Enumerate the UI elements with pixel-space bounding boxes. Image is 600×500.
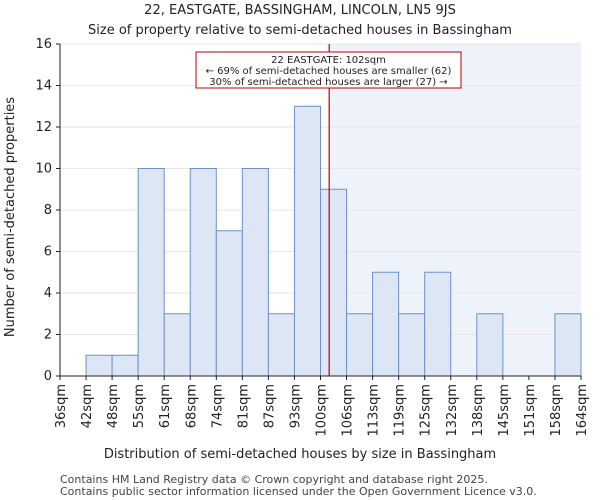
annotation-line-1: 22 EASTGATE: 102sqm bbox=[271, 55, 386, 66]
annotation-line-3: 30% of semi-detached houses are larger (… bbox=[209, 77, 447, 88]
x-tick-label-4: 61sqm bbox=[158, 384, 173, 428]
x-tick-label-15: 132sqm bbox=[445, 384, 460, 437]
y-tick-label-1: 2 bbox=[44, 328, 52, 343]
y-axis-label: Number of semi-detached properties bbox=[3, 97, 18, 337]
x-tick-label-12: 113sqm bbox=[367, 384, 382, 437]
x-tick-label-17: 145sqm bbox=[497, 384, 512, 437]
x-axis-label: Distribution of semi-detached houses by … bbox=[104, 447, 496, 462]
bar-3 bbox=[137, 168, 165, 377]
chart-subtitle: Size of property relative to semi-detach… bbox=[88, 23, 512, 38]
x-tick-label-3: 55sqm bbox=[132, 384, 147, 428]
y-tick-label-7: 14 bbox=[35, 79, 52, 94]
footer-line-1: Contains HM Land Registry data © Crown c… bbox=[60, 473, 488, 486]
x-tick-label-18: 151sqm bbox=[523, 384, 538, 437]
x-tick-label-16: 138sqm bbox=[471, 384, 486, 437]
x-tick-label-19: 158sqm bbox=[549, 384, 564, 437]
bar-6 bbox=[215, 230, 243, 377]
y-tick-label-2: 4 bbox=[44, 286, 52, 301]
bar-19 bbox=[554, 313, 582, 377]
bar-10 bbox=[320, 188, 348, 377]
bar-14 bbox=[424, 271, 452, 377]
y-tick-label-6: 12 bbox=[35, 120, 52, 135]
bar-1 bbox=[85, 354, 113, 377]
bar-13 bbox=[398, 313, 426, 377]
bar-9 bbox=[293, 105, 322, 377]
bar-11 bbox=[346, 313, 374, 377]
x-tick-label-6: 74sqm bbox=[210, 384, 225, 428]
y-tick-label-3: 6 bbox=[44, 245, 52, 260]
x-tick-label-7: 81sqm bbox=[236, 384, 251, 428]
bar-2 bbox=[111, 354, 139, 377]
x-tick-label-13: 119sqm bbox=[393, 384, 408, 437]
y-tick-label-4: 8 bbox=[44, 203, 52, 218]
x-tick-label-5: 68sqm bbox=[184, 384, 199, 428]
y-tick-label-5: 10 bbox=[35, 162, 52, 177]
bar-7 bbox=[241, 168, 269, 377]
annotation-line-2: ← 69% of semi-detached houses are smalle… bbox=[206, 66, 452, 77]
plot-area: 0 2 4 6 8 10 12 14 16 36sqm 42sqm 48sqm 55sqm 61sqm 68… bbox=[35, 37, 590, 437]
chart-title: 22, EASTGATE, BASSINGHAM, LINCOLN, LN5 9… bbox=[144, 3, 456, 18]
x-tick-label-0: 36sqm bbox=[54, 384, 69, 428]
x-tick-label-1: 42sqm bbox=[80, 384, 95, 428]
x-tick-label-9: 93sqm bbox=[288, 384, 303, 428]
y-tick-label-0: 0 bbox=[44, 369, 52, 384]
bar-5 bbox=[189, 168, 217, 377]
x-tick-label-11: 106sqm bbox=[341, 384, 356, 437]
x-tick-label-2: 48sqm bbox=[106, 384, 121, 428]
bar-12 bbox=[372, 271, 400, 377]
bar-8 bbox=[267, 313, 295, 377]
x-tick-label-10: 100sqm bbox=[315, 384, 330, 437]
x-tick-label-20: 164sqm bbox=[575, 384, 590, 437]
bar-4 bbox=[163, 313, 191, 377]
x-tick-label-14: 125sqm bbox=[419, 384, 434, 437]
annotation-box bbox=[195, 51, 462, 89]
y-tick-label-8: 16 bbox=[35, 37, 52, 52]
x-tick-label-8: 87sqm bbox=[262, 384, 277, 428]
bar-16 bbox=[476, 313, 504, 377]
footer-line-2: Contains public sector information licen… bbox=[60, 485, 537, 498]
